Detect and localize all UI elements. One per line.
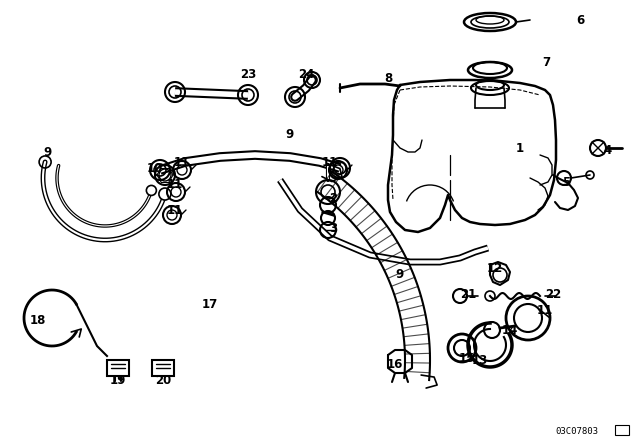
- Text: 16: 16: [387, 358, 403, 371]
- Text: 24: 24: [298, 69, 314, 82]
- Text: 21: 21: [460, 289, 476, 302]
- Text: 19: 19: [110, 374, 126, 387]
- Text: 5: 5: [562, 177, 570, 190]
- Text: 8: 8: [384, 72, 392, 85]
- Text: 2: 2: [329, 191, 337, 204]
- Text: 22: 22: [545, 289, 561, 302]
- Text: 9: 9: [286, 129, 294, 142]
- Text: 15: 15: [459, 352, 475, 365]
- Text: 11: 11: [167, 203, 183, 216]
- Text: 1: 1: [516, 142, 524, 155]
- FancyBboxPatch shape: [107, 360, 129, 376]
- Text: 13: 13: [472, 353, 488, 366]
- Text: 4: 4: [604, 143, 612, 156]
- Text: 9: 9: [44, 146, 52, 159]
- Text: 7: 7: [542, 56, 550, 69]
- FancyBboxPatch shape: [615, 425, 629, 435]
- Text: 6: 6: [576, 13, 584, 26]
- Text: 10: 10: [147, 161, 163, 175]
- Text: 20: 20: [155, 374, 171, 387]
- Text: 3: 3: [329, 221, 337, 234]
- Text: 14: 14: [502, 323, 518, 336]
- Text: 03C07803: 03C07803: [555, 427, 598, 436]
- Text: 12: 12: [487, 262, 503, 275]
- FancyBboxPatch shape: [152, 360, 174, 376]
- Circle shape: [147, 185, 156, 195]
- Text: 11: 11: [174, 155, 190, 168]
- Text: 18: 18: [30, 314, 46, 327]
- Text: 11: 11: [322, 155, 338, 168]
- Text: 23: 23: [240, 69, 256, 82]
- Text: 11: 11: [537, 303, 553, 316]
- Circle shape: [159, 188, 171, 200]
- Text: 9: 9: [396, 268, 404, 281]
- Text: 11: 11: [167, 178, 183, 191]
- Text: 17: 17: [202, 298, 218, 311]
